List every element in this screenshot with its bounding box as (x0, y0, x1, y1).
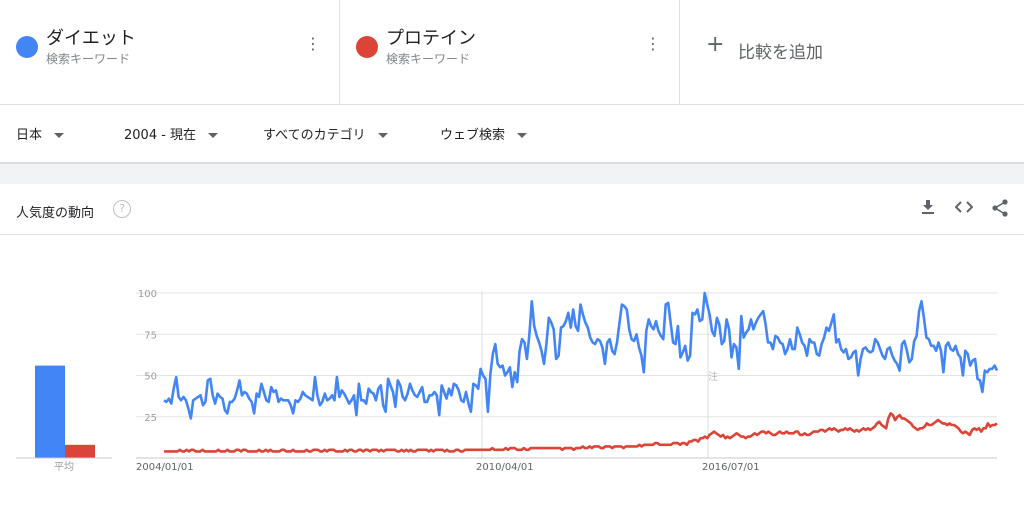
kebab-menu-icon[interactable]: ⋮ (305, 34, 321, 53)
average-label: 平均 (54, 461, 74, 473)
add-compare-button[interactable]: + 比較を追加 (680, 0, 1024, 104)
category-value: すべてのカテゴリ (263, 128, 366, 143)
filter-bar: 日本 2004 - 現在 すべてのカテゴリ ウェブ検索 (0, 104, 1024, 164)
region-value: 日本 (16, 128, 43, 143)
caret-down-icon (517, 133, 528, 138)
term-card-1[interactable]: ダイエット 検索キーワード ⋮ (0, 0, 340, 104)
period-dropdown[interactable]: 2004 - 現在 (124, 124, 219, 143)
download-icon[interactable] (920, 199, 936, 218)
average-bar-2 (65, 444, 95, 458)
x-tick-label: 2016/07/01 (702, 462, 760, 473)
x-tick-label: 2010/04/01 (476, 462, 534, 473)
caret-down-icon (54, 133, 65, 138)
y-tick-label: 25 (144, 413, 157, 424)
card-header: 人気度の動向 ? (0, 184, 1024, 235)
help-icon[interactable]: ? (113, 200, 131, 218)
term-type: 検索キーワード (46, 52, 131, 66)
term-name: ダイエット (46, 28, 136, 49)
share-icon[interactable] (991, 199, 1009, 220)
region-dropdown[interactable]: 日本 (16, 124, 65, 143)
caret-down-icon (377, 133, 388, 138)
caret-down-icon (208, 133, 219, 138)
category-dropdown[interactable]: すべてのカテゴリ (263, 124, 388, 143)
add-compare-label: 比較を追加 (738, 43, 823, 63)
average-bar-1 (35, 365, 65, 458)
y-tick-label: 50 (144, 372, 157, 383)
y-tick-label: 75 (144, 330, 157, 341)
term-color-dot (356, 36, 378, 58)
kebab-menu-icon[interactable]: ⋮ (645, 34, 661, 53)
term-name: プロテイン (386, 28, 476, 49)
series-line-1 (163, 291, 999, 420)
x-tick-label: 2004/01/01 (136, 462, 194, 473)
y-tick-label: 100 (138, 289, 157, 300)
note-marker: 注 (708, 370, 718, 383)
plus-icon: + (706, 32, 725, 57)
term-card-2[interactable]: プロテイン 検索キーワード ⋮ (340, 0, 680, 104)
section-gap (0, 164, 1024, 184)
series-line-2 (164, 412, 998, 453)
card-title: 人気度の動向 (16, 206, 95, 221)
search-type-value: ウェブ検索 (440, 128, 506, 143)
term-type: 検索キーワード (386, 52, 471, 66)
embed-icon[interactable] (954, 199, 974, 218)
period-value: 2004 - 現在 (124, 128, 197, 143)
term-color-dot (16, 36, 38, 58)
search-type-dropdown[interactable]: ウェブ検索 (440, 124, 528, 143)
search-terms-bar: ダイエット 検索キーワード ⋮ プロテイン 検索キーワード ⋮ + 比較を追加 (0, 0, 1024, 105)
